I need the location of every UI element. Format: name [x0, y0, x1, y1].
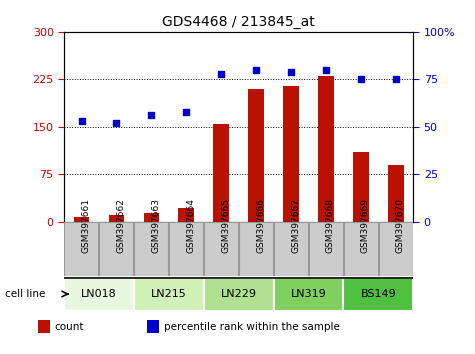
- Text: GSM397663: GSM397663: [152, 199, 161, 253]
- FancyBboxPatch shape: [344, 222, 378, 276]
- Bar: [204, 277, 274, 311]
- FancyBboxPatch shape: [274, 222, 308, 276]
- Bar: [388, 165, 404, 222]
- Text: GSM397669: GSM397669: [361, 199, 370, 253]
- Text: LN018: LN018: [81, 289, 117, 299]
- Point: [392, 76, 399, 82]
- Point: [113, 120, 120, 126]
- Bar: [179, 208, 194, 222]
- Bar: [64, 277, 134, 311]
- Text: GSM397661: GSM397661: [82, 199, 91, 253]
- FancyBboxPatch shape: [379, 222, 413, 276]
- Bar: [353, 152, 369, 222]
- FancyBboxPatch shape: [204, 222, 238, 276]
- Text: LN215: LN215: [151, 289, 187, 299]
- Text: LN319: LN319: [291, 289, 326, 299]
- Bar: [147, 320, 159, 333]
- Bar: [213, 124, 229, 222]
- Text: BS149: BS149: [361, 289, 396, 299]
- Text: GSM397668: GSM397668: [326, 199, 335, 253]
- Bar: [109, 215, 124, 222]
- Bar: [143, 213, 159, 222]
- FancyBboxPatch shape: [99, 222, 133, 276]
- FancyBboxPatch shape: [65, 222, 98, 276]
- Text: LN229: LN229: [221, 289, 256, 299]
- Text: GSM397667: GSM397667: [291, 199, 300, 253]
- Bar: [318, 76, 334, 222]
- Bar: [274, 277, 343, 311]
- Bar: [134, 277, 204, 311]
- Text: GSM397664: GSM397664: [186, 199, 195, 253]
- Point: [322, 67, 330, 73]
- Text: percentile rank within the sample: percentile rank within the sample: [164, 321, 340, 332]
- Point: [287, 69, 295, 75]
- Point: [357, 76, 365, 82]
- FancyBboxPatch shape: [169, 222, 203, 276]
- Text: cell line: cell line: [5, 289, 45, 299]
- Bar: [283, 86, 299, 222]
- Text: GSM397665: GSM397665: [221, 199, 230, 253]
- Text: GSM397666: GSM397666: [256, 199, 265, 253]
- FancyBboxPatch shape: [239, 222, 273, 276]
- Text: GSM397670: GSM397670: [396, 199, 405, 253]
- Point: [218, 71, 225, 76]
- Bar: [248, 89, 264, 222]
- Bar: [343, 277, 413, 311]
- Title: GDS4468 / 213845_at: GDS4468 / 213845_at: [162, 16, 315, 29]
- FancyBboxPatch shape: [309, 222, 343, 276]
- Point: [148, 113, 155, 118]
- Point: [252, 67, 260, 73]
- Bar: [38, 320, 50, 333]
- Bar: [74, 217, 89, 222]
- Point: [182, 109, 190, 114]
- FancyBboxPatch shape: [134, 222, 168, 276]
- Text: GSM397662: GSM397662: [116, 199, 125, 253]
- Text: count: count: [55, 321, 84, 332]
- Point: [78, 118, 86, 124]
